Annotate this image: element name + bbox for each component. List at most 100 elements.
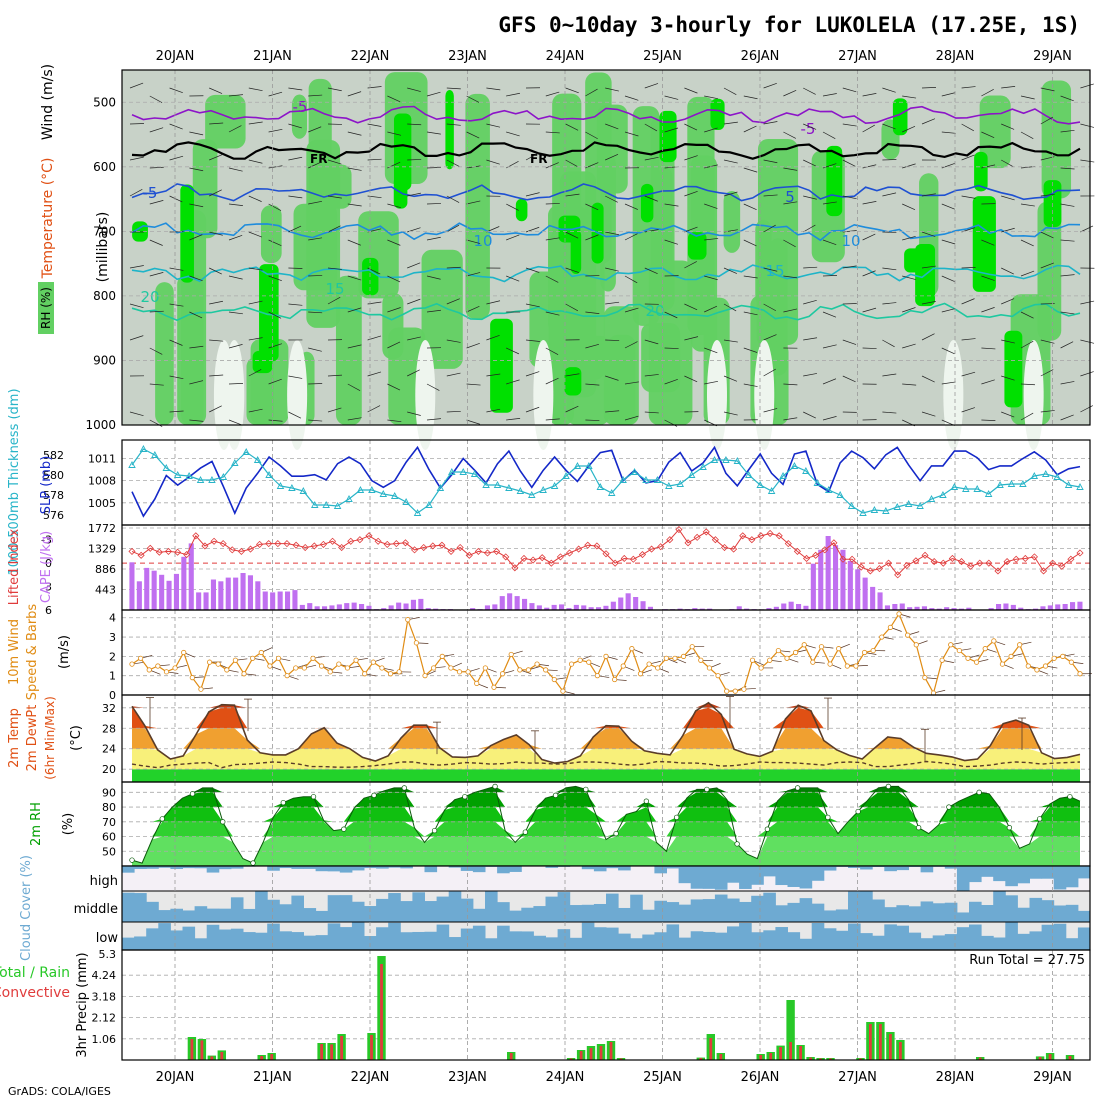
cloud-middle-bar (702, 899, 716, 922)
wind-barb (842, 265, 857, 269)
wind-barb (486, 373, 501, 377)
wind-barb (624, 415, 639, 421)
wind-barb (387, 95, 401, 103)
wind-barb (446, 339, 461, 343)
cape-bar (633, 597, 639, 610)
cape-bar (514, 596, 520, 610)
cape-bar (870, 586, 876, 610)
wind-barb (743, 95, 758, 100)
wind-barb (783, 167, 798, 171)
wind-barb (1001, 267, 1014, 275)
rh-marker (431, 827, 438, 834)
cape-bar (233, 577, 239, 610)
lifted-index-marker (128, 547, 136, 555)
wind-barb (902, 383, 917, 386)
wind-barb (288, 411, 302, 419)
y-tick-label: 24 (102, 743, 116, 756)
wind-barb (605, 301, 620, 305)
wind-barb (248, 121, 263, 125)
rh-marker (915, 825, 922, 831)
cape-bar (1033, 608, 1039, 610)
precip-convective-bar (609, 1042, 613, 1060)
cloud-middle-bar (1053, 905, 1067, 922)
y-tick-label: 500 (93, 95, 116, 109)
wind-barb (327, 195, 342, 199)
cape-bar (707, 608, 713, 610)
lifted-index-marker (1039, 567, 1048, 575)
wind-barb (129, 82, 144, 89)
thickness-marker (1053, 473, 1061, 480)
wind-barb (506, 203, 519, 211)
cloud-low-bar (1077, 927, 1091, 950)
thickness-marker (722, 456, 730, 463)
precip-convective-bar (889, 1034, 892, 1060)
cloud-middle-bar (944, 902, 958, 922)
wind-marker (362, 671, 368, 677)
precip-convective-bar (330, 1044, 333, 1060)
wind-marker (336, 661, 342, 667)
cloud-low-bar (811, 922, 825, 950)
y-axis-label: Cloud Cover (%) (19, 855, 34, 961)
y-tick-label: 90 (102, 786, 116, 799)
cloud-high-bar (218, 866, 232, 870)
rh-marker (855, 808, 861, 815)
wind-marker (344, 665, 351, 671)
y-axis-label-right: CAPE (J/kg) (39, 531, 54, 603)
rh-marker (250, 860, 256, 866)
temp-band (132, 748, 1080, 770)
x-tick-label-bottom: 20JAN (156, 1070, 195, 1085)
rh-dry-pocket (213, 340, 234, 450)
lifted-index-marker (146, 544, 154, 552)
cloud-middle-bar (436, 896, 450, 922)
cape-bar (892, 604, 898, 610)
thickness-marker (448, 468, 456, 475)
cloud-low-bar (218, 929, 232, 950)
wind-barb (1020, 239, 1034, 247)
wind-barb (921, 118, 936, 125)
wind-marker (413, 640, 419, 646)
rh-blob-high (515, 198, 528, 222)
wind-marker (827, 661, 833, 667)
wind-barb (228, 344, 243, 349)
rh-marker (1037, 816, 1043, 822)
wind-barb (882, 267, 897, 271)
wind-barb (822, 163, 837, 169)
lifted-index-marker (921, 551, 929, 559)
cloud-middle-bar (993, 891, 1006, 922)
wind-marker (439, 653, 445, 659)
legend-rh-swatch (38, 282, 54, 334)
thickness-marker (847, 502, 856, 509)
wind-barb (842, 339, 857, 345)
thickness-marker (939, 491, 947, 498)
cloud-middle-bar (1065, 904, 1079, 922)
lifted-index-marker (894, 571, 902, 579)
cloud-low-bar (146, 928, 159, 950)
panel-precip: 1.06 2.12 3.18 4.24 5.3 Run Total = 27.75 Tota… (0, 948, 1091, 1061)
wind-barb (1080, 159, 1095, 163)
cloud-low-bar (485, 938, 498, 950)
cape-bar (988, 608, 994, 610)
wind-marker (396, 669, 402, 675)
cape-bar (818, 549, 824, 610)
cloud-high-bar (727, 866, 740, 883)
wind-barb (1001, 339, 1015, 344)
y-tick-label: 3 (109, 631, 116, 644)
cape-bar (359, 604, 365, 610)
cloud-high-bar (448, 866, 462, 868)
wind-barb (169, 123, 183, 130)
y-tick-label-left: 582 (43, 449, 64, 462)
cloud-high-bar (666, 866, 680, 869)
cloud-low-bar (339, 927, 353, 950)
wind-barb (1020, 270, 1035, 277)
thickness-marker (276, 482, 285, 489)
cloud-high-bar (497, 866, 510, 874)
wind-marker (896, 611, 902, 617)
wind-barb (723, 121, 738, 125)
cloud-high-bar (690, 866, 704, 889)
cape-bar (914, 606, 920, 610)
lifted-index-marker (192, 532, 200, 540)
precip-convective-bar (1038, 1057, 1042, 1060)
wind-barb (1040, 410, 1055, 413)
rh-blob-high (490, 318, 513, 413)
wind-barb (1001, 298, 1015, 305)
